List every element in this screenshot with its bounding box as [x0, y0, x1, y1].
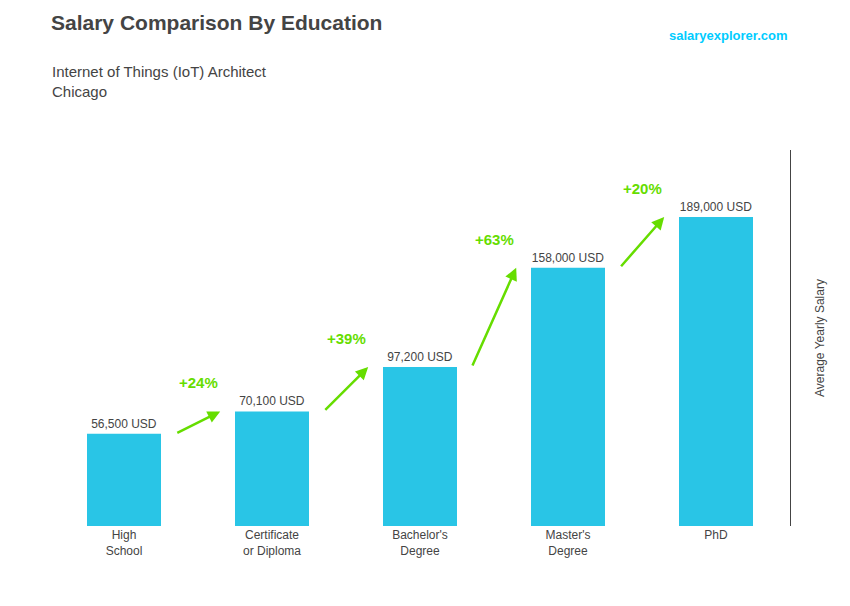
- svg-text:Internet of Things (IoT) Archi: Internet of Things (IoT) ArchitectChicag…: [52, 63, 267, 100]
- svg-text:PhD: PhD: [704, 528, 728, 542]
- svg-text:Average Yearly Salary: Average Yearly Salary: [813, 279, 827, 397]
- svg-text:+39%: +39%: [327, 330, 366, 347]
- svg-text:+63%: +63%: [475, 231, 514, 248]
- svg-text:56,500 USD: 56,500 USD: [91, 417, 157, 431]
- svg-text:Bachelor'sDegree: Bachelor'sDegree: [392, 528, 448, 558]
- svg-text:HighSchool: HighSchool: [106, 528, 143, 558]
- svg-text:Master'sDegree: Master'sDegree: [546, 528, 591, 558]
- svg-text:Certificateor Diploma: Certificateor Diploma: [243, 528, 301, 558]
- svg-text:189,000 USD: 189,000 USD: [680, 200, 752, 214]
- svg-text:+20%: +20%: [623, 180, 662, 197]
- svg-text:Salary Comparison By Education: Salary Comparison By Education: [51, 11, 382, 34]
- svg-text:+24%: +24%: [179, 374, 218, 391]
- svg-text:97,200 USD: 97,200 USD: [387, 350, 453, 364]
- svg-text:salaryexplorer.com: salaryexplorer.com: [669, 28, 788, 43]
- svg-text:158,000 USD: 158,000 USD: [532, 251, 604, 265]
- svg-text:70,100 USD: 70,100 USD: [239, 394, 305, 408]
